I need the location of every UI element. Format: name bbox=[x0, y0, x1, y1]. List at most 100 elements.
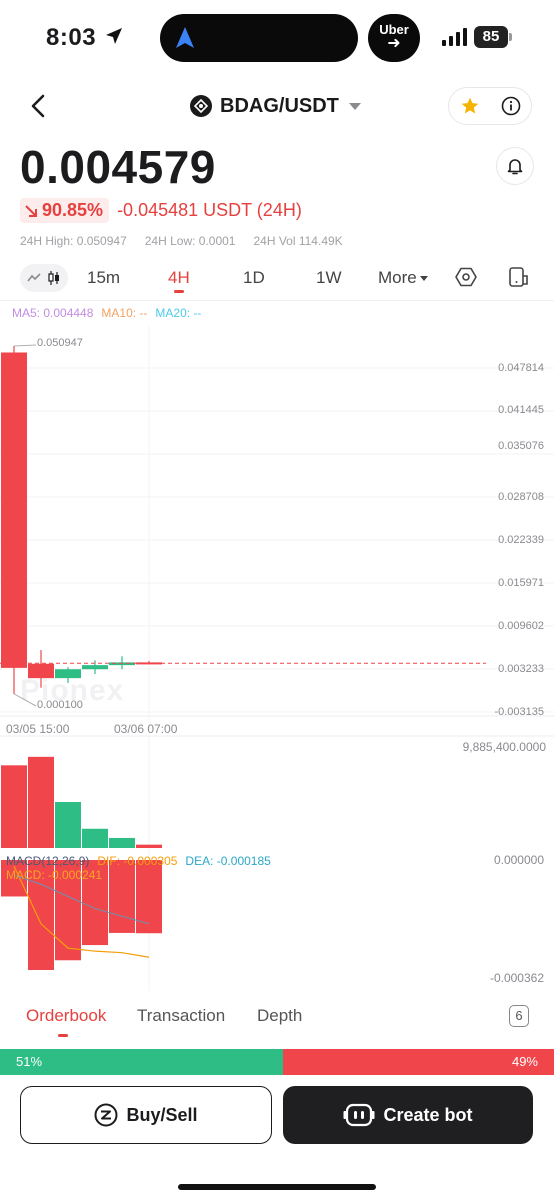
macd-zero-label: 0.000000 bbox=[493, 853, 544, 867]
24h-low: 24H Low: 0.0001 bbox=[144, 234, 236, 248]
24h-stats: 24H High: 0.050947 24H Low: 0.0001 24H V… bbox=[20, 234, 343, 248]
pionex-watermark: Pionex bbox=[20, 674, 125, 707]
time-axis-label: 03/06 07:00 bbox=[114, 722, 178, 736]
candle-body bbox=[109, 662, 135, 666]
caret-down-icon bbox=[419, 275, 428, 281]
ma20-value: MA20: -- bbox=[155, 306, 202, 320]
cellular-signal-icon bbox=[442, 28, 468, 51]
active-tab-indicator bbox=[174, 290, 184, 293]
bdag-coin-icon bbox=[190, 95, 212, 117]
high-marker-label: 0.050947 bbox=[37, 337, 83, 349]
status-bar: 8:03 Uber ➜ 85 bbox=[0, 0, 554, 80]
dif-value: DIF: -0.000305 bbox=[97, 854, 178, 868]
buy-ratio: 51% bbox=[0, 1049, 283, 1075]
low-marker-line bbox=[13, 693, 37, 707]
volume-bar bbox=[82, 828, 108, 848]
more-label: More bbox=[378, 268, 417, 287]
interval-tabs: 15m 4H 1D 1W More bbox=[0, 260, 554, 296]
candle-body bbox=[1, 352, 27, 668]
pair-selector[interactable]: BDAG/USDT bbox=[190, 92, 361, 120]
kline-chart[interactable]: Pionex 0.047814 0.041445 0.035076 0.0287… bbox=[0, 326, 554, 991]
volume-bar bbox=[109, 837, 135, 848]
line-chart-icon[interactable] bbox=[27, 271, 41, 285]
macd-bar bbox=[136, 860, 162, 934]
caret-down-icon bbox=[348, 102, 361, 110]
price-axis-label: 0.009602 bbox=[498, 620, 544, 632]
battery-icon: 85 bbox=[474, 26, 514, 48]
buy-sell-ratio-bar: 51% 49% bbox=[0, 1049, 554, 1075]
ma5-value: MA5: 0.004448 bbox=[12, 306, 94, 320]
active-tab-indicator bbox=[58, 1034, 68, 1037]
ma-legend: MA5: 0.004448 MA10: -- MA20: -- bbox=[12, 306, 201, 320]
chart-canvas[interactable] bbox=[0, 326, 554, 991]
home-indicator bbox=[178, 1184, 376, 1190]
macd-bar bbox=[28, 860, 54, 970]
uber-live-activity[interactable]: Uber ➜ bbox=[368, 14, 420, 62]
change-absolute: -0.045481 USDT (24H) bbox=[117, 200, 302, 220]
landscape-rotate-icon[interactable] bbox=[507, 266, 529, 288]
exchange-icon bbox=[94, 1103, 118, 1127]
low-marker-label: 0.000100 bbox=[37, 699, 83, 711]
time-axis-label: 03/05 15:00 bbox=[6, 722, 70, 736]
location-arrow-icon bbox=[104, 26, 124, 51]
indicator-settings-hexagon-icon[interactable] bbox=[455, 266, 477, 288]
clock: 8:03 bbox=[46, 24, 97, 51]
back-chevron-icon[interactable] bbox=[26, 92, 52, 120]
tab-depth[interactable]: Depth bbox=[257, 1006, 303, 1025]
price-alert-bell-icon[interactable] bbox=[496, 147, 534, 185]
dea-value: DEA: -0.000185 bbox=[185, 854, 271, 868]
pair-name: BDAG/USDT bbox=[220, 94, 339, 117]
tab-4h[interactable]: 4H bbox=[168, 268, 190, 287]
tab-1d[interactable]: 1D bbox=[243, 268, 265, 287]
price-change: 90.85% -0.045481 USDT (24H) bbox=[20, 198, 302, 223]
last-price: 0.004579 bbox=[20, 141, 216, 193]
change-percent-badge: 90.85% bbox=[20, 198, 110, 223]
price-axis-label: -0.003135 bbox=[494, 706, 544, 718]
create-bot-button[interactable]: Create bot bbox=[283, 1086, 533, 1144]
battery-level: 85 bbox=[474, 26, 508, 48]
create-bot-label: Create bot bbox=[383, 1104, 473, 1125]
header-actions bbox=[448, 87, 532, 125]
macd-value: MACD: -0.000241 bbox=[6, 868, 103, 882]
price-axis-label: 0.041445 bbox=[498, 404, 544, 416]
macd-title: MACD(12,26,9) bbox=[6, 854, 90, 868]
macd-bar bbox=[82, 860, 108, 946]
dif-line bbox=[13, 865, 150, 958]
candle-body bbox=[28, 663, 54, 679]
dynamic-island[interactable] bbox=[160, 14, 358, 62]
tab-1w[interactable]: 1W bbox=[316, 268, 342, 287]
chart-type-toggle[interactable] bbox=[20, 264, 68, 292]
bot-icon bbox=[343, 1103, 375, 1127]
volume-bar bbox=[1, 765, 27, 848]
volume-bar bbox=[55, 802, 81, 848]
buy-sell-label: Buy/Sell bbox=[126, 1104, 198, 1125]
tab-transaction[interactable]: Transaction bbox=[137, 1006, 226, 1025]
macd-bar bbox=[55, 860, 81, 961]
dea-line bbox=[13, 874, 150, 925]
macd-min-label: -0.000362 bbox=[489, 971, 544, 985]
price-axis-label: 0.015971 bbox=[498, 577, 544, 589]
volume-max-label: 9,885,400.0000 bbox=[462, 740, 546, 754]
price-axis-label: 0.028708 bbox=[498, 491, 544, 503]
high-marker-line bbox=[13, 344, 37, 347]
macd-legend: MACD(12,26,9) DIF: -0.000305 DEA: -0.000… bbox=[6, 854, 271, 868]
candlestick-icon[interactable] bbox=[47, 270, 61, 286]
favorite-star-icon[interactable] bbox=[460, 96, 480, 116]
volume-bar bbox=[28, 756, 54, 848]
candle-body bbox=[82, 665, 108, 670]
precision-selector[interactable]: 6 bbox=[509, 1005, 529, 1027]
navigation-arrow-icon bbox=[174, 26, 196, 55]
tab-orderbook[interactable]: Orderbook bbox=[26, 1006, 107, 1025]
tab-15m[interactable]: 15m bbox=[87, 268, 121, 287]
candle-body bbox=[55, 669, 81, 679]
change-percent: 90.85% bbox=[42, 200, 104, 220]
24h-volume: 24H Vol 114.49K bbox=[253, 234, 343, 248]
info-icon[interactable] bbox=[501, 96, 521, 116]
arrow-down-right-icon bbox=[24, 204, 38, 218]
divider bbox=[0, 300, 554, 301]
tab-more[interactable]: More bbox=[378, 268, 428, 288]
sell-ratio: 49% bbox=[282, 1049, 554, 1075]
market-tabs: Orderbook Transaction Depth bbox=[0, 1000, 554, 1040]
arrow-right-icon: ➜ bbox=[387, 35, 401, 52]
buy-sell-button[interactable]: Buy/Sell bbox=[20, 1086, 272, 1144]
